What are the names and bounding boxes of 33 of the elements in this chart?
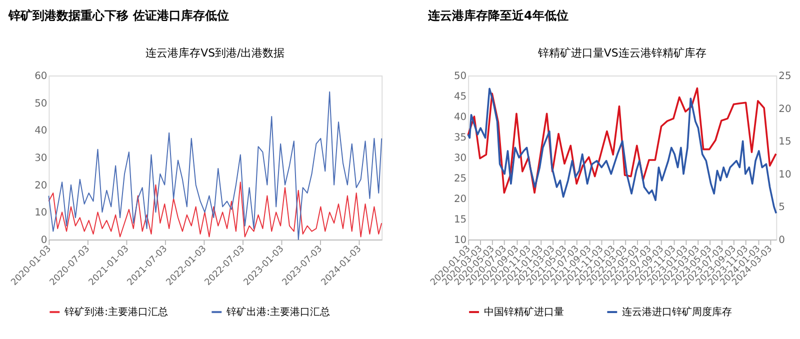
y-tick-label: 30	[454, 153, 467, 164]
y-tick-label: 10	[34, 208, 48, 219]
chart-subtitle: 锌精矿进口量VS连云港锌精矿库存	[536, 46, 706, 60]
chart-subtitle: 连云港库存VS到港/出港数据	[146, 46, 285, 60]
y-tick-label: 20	[454, 194, 467, 205]
y2-tick-label: 10	[778, 169, 792, 180]
y-tick-label: 40	[34, 126, 48, 137]
y-tick-label: 40	[454, 112, 467, 124]
y-tick-label: 10	[454, 234, 467, 246]
y2-tick-label: 0	[778, 234, 785, 246]
y-tick-label: 15	[454, 214, 467, 226]
y2-tick-label: 20	[778, 104, 792, 115]
y2-tick-label: 15	[778, 136, 792, 148]
chart-title: 连云港库存降至近4年低位	[427, 8, 568, 22]
chart-title: 锌矿到港数据重心下移 佐证港口库存低位	[8, 8, 229, 22]
line-series	[48, 182, 382, 238]
legend-label: 中国锌精矿进口量	[484, 306, 564, 318]
y-tick-label: 50	[34, 98, 48, 110]
y-tick-label: 60	[34, 71, 48, 82]
y-tick-label: 25	[454, 173, 467, 184]
y-tick-label: 50	[454, 71, 467, 82]
legend-label: 锌矿到港:主要港口汇总	[64, 306, 168, 318]
y-tick-label: 20	[34, 180, 48, 192]
line-series	[467, 87, 777, 194]
legend-label: 连云港进口锌矿周度库存	[622, 306, 732, 318]
y-tick-label: 35	[454, 132, 467, 144]
y-tick-label: 45	[454, 92, 467, 103]
y2-tick-label: 5	[778, 202, 785, 214]
y-tick-label: 0	[40, 234, 48, 246]
y-tick-label: 30	[34, 153, 48, 164]
y2-tick-label: 25	[778, 71, 792, 82]
legend-label: 锌矿出港:主要港口汇总	[226, 306, 330, 318]
line-series	[467, 88, 778, 214]
